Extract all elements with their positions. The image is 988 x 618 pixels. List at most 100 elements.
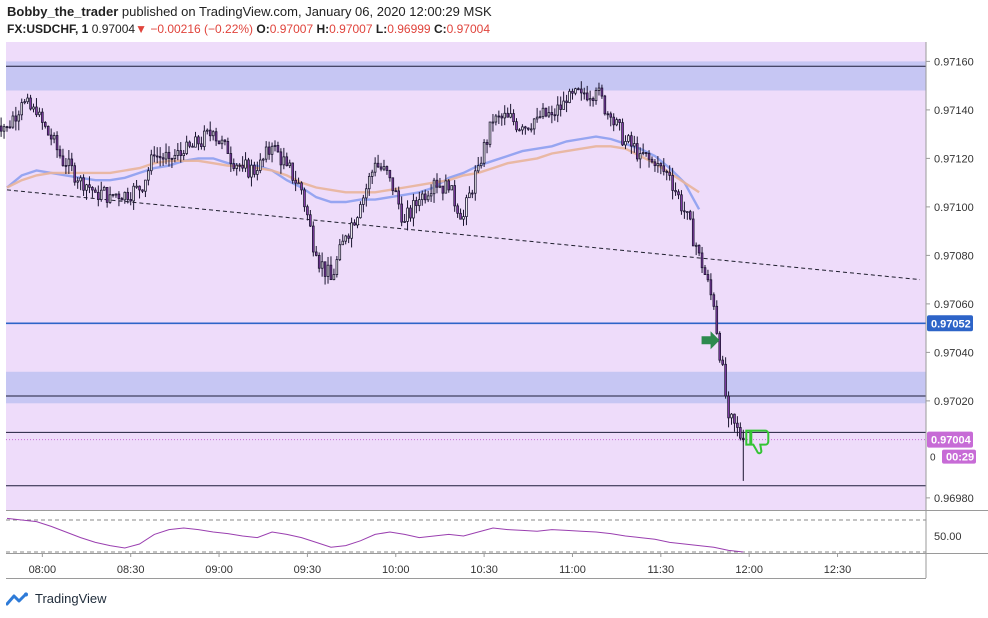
candle[interactable] — [677, 191, 680, 196]
candle[interactable] — [565, 100, 568, 104]
candle[interactable] — [26, 97, 29, 103]
candle[interactable] — [709, 279, 713, 296]
candle[interactable] — [591, 98, 595, 102]
candle[interactable] — [588, 98, 592, 101]
candle[interactable] — [559, 104, 562, 110]
candle[interactable] — [600, 87, 604, 97]
candle[interactable] — [385, 166, 389, 171]
rsi-axis[interactable]: 50.00 — [934, 531, 962, 543]
candle[interactable] — [282, 156, 286, 166]
candle[interactable] — [244, 159, 247, 169]
candle[interactable] — [488, 121, 492, 145]
candle[interactable] — [541, 107, 545, 118]
price-axis[interactable]: 0.97160 0.97140 0.97120 0.97100 0.97080 0.970… — [926, 56, 974, 505]
candle[interactable] — [394, 190, 398, 193]
candle[interactable] — [138, 185, 141, 191]
candle[interactable] — [135, 185, 138, 188]
candle[interactable] — [700, 252, 704, 269]
candle[interactable] — [350, 222, 353, 239]
candle[interactable] — [256, 170, 259, 175]
candle[interactable] — [562, 100, 565, 110]
candle[interactable] — [141, 189, 144, 192]
candle[interactable] — [41, 111, 44, 123]
candle[interactable] — [373, 162, 377, 173]
candle[interactable] — [150, 154, 153, 172]
candle[interactable] — [123, 191, 127, 201]
candle[interactable] — [200, 143, 203, 148]
candle[interactable] — [630, 135, 633, 147]
candle[interactable] — [155, 155, 159, 158]
candle[interactable] — [450, 185, 453, 191]
candle[interactable] — [347, 235, 350, 239]
candle[interactable] — [102, 186, 106, 191]
candle[interactable] — [388, 170, 392, 179]
candle[interactable] — [409, 207, 412, 219]
candle[interactable] — [697, 244, 701, 254]
candle[interactable] — [79, 177, 82, 182]
candle[interactable] — [8, 126, 12, 129]
candle[interactable] — [400, 203, 403, 223]
candle[interactable] — [580, 88, 583, 94]
candle[interactable] — [453, 185, 456, 207]
candle[interactable] — [353, 222, 356, 226]
candle[interactable] — [132, 185, 135, 202]
thumbs-down-icon[interactable] — [745, 429, 770, 455]
candle[interactable] — [314, 251, 318, 256]
candle[interactable] — [706, 274, 710, 281]
candle[interactable] — [529, 128, 533, 131]
candle[interactable] — [447, 180, 451, 191]
candle[interactable] — [733, 413, 736, 424]
candle[interactable] — [367, 175, 371, 190]
candle[interactable] — [429, 193, 433, 197]
candle[interactable] — [659, 163, 663, 167]
candle[interactable] — [712, 294, 716, 307]
candle[interactable] — [232, 163, 236, 169]
candle[interactable] — [606, 113, 610, 116]
candle[interactable] — [694, 244, 698, 247]
candle[interactable] — [621, 122, 624, 146]
candle[interactable] — [615, 119, 618, 126]
candle[interactable] — [191, 145, 194, 148]
candle[interactable] — [29, 97, 32, 110]
candle[interactable] — [603, 95, 607, 115]
candle[interactable] — [176, 150, 180, 156]
candle[interactable] — [147, 170, 150, 181]
candle[interactable] — [691, 218, 695, 247]
candle[interactable] — [650, 158, 654, 163]
candle[interactable] — [739, 427, 742, 439]
candle[interactable] — [656, 163, 660, 167]
candle[interactable] — [571, 90, 574, 94]
candle[interactable] — [126, 191, 130, 200]
candle[interactable] — [715, 305, 719, 334]
candle[interactable] — [365, 188, 368, 199]
candle[interactable] — [0, 125, 3, 132]
candle[interactable] — [644, 152, 648, 154]
candle[interactable] — [73, 165, 77, 183]
candle[interactable] — [38, 111, 41, 116]
candle[interactable] — [108, 194, 112, 203]
candle[interactable] — [612, 116, 615, 126]
candle[interactable] — [267, 146, 271, 155]
candle[interactable] — [229, 153, 233, 165]
candle[interactable] — [223, 139, 227, 142]
candle[interactable] — [653, 161, 657, 167]
candle[interactable] — [312, 225, 315, 253]
candle[interactable] — [297, 182, 300, 185]
candle[interactable] — [376, 162, 380, 168]
candle[interactable] — [509, 113, 512, 118]
candle[interactable] — [689, 211, 692, 220]
candle[interactable] — [164, 151, 168, 160]
candle[interactable] — [391, 177, 395, 192]
candle[interactable] — [49, 134, 53, 140]
candle[interactable] — [609, 113, 613, 118]
candle[interactable] — [638, 153, 642, 160]
candle[interactable] — [597, 87, 601, 91]
candle[interactable] — [647, 153, 651, 160]
candle[interactable] — [64, 165, 68, 167]
candle[interactable] — [61, 155, 65, 166]
candle[interactable] — [117, 193, 121, 199]
candle[interactable] — [88, 184, 91, 188]
candle[interactable] — [335, 259, 339, 275]
rsi-pane[interactable] — [6, 511, 926, 553]
candle[interactable] — [485, 142, 489, 145]
